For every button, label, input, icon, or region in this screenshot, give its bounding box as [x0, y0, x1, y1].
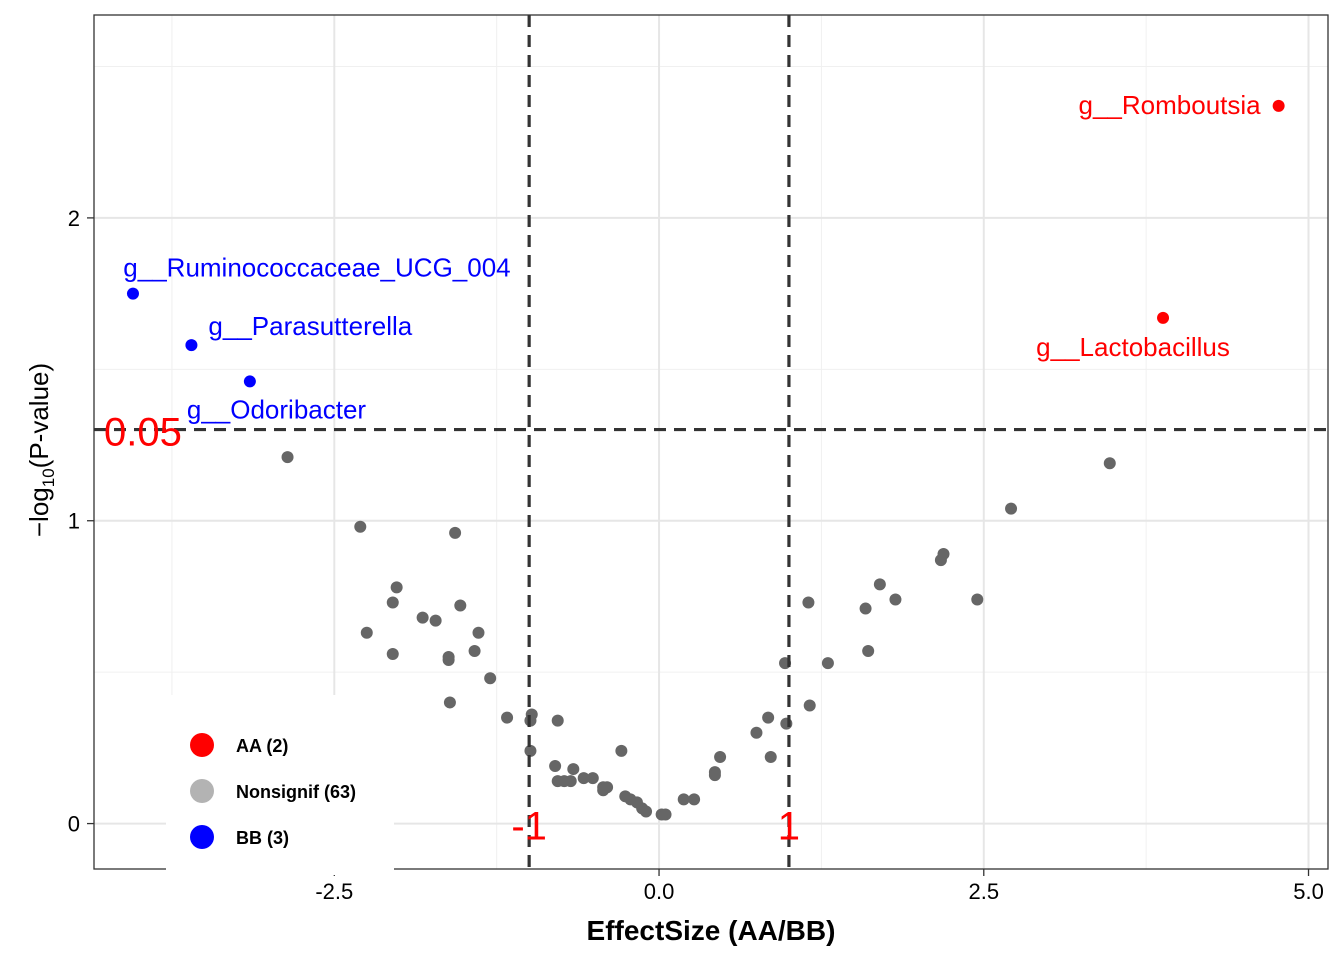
x-axis-title: EffectSize (AA/BB) — [587, 915, 836, 946]
legend-label: BB (3) — [236, 828, 289, 848]
data-point — [688, 793, 701, 806]
data-point — [615, 744, 628, 757]
data-point — [1157, 311, 1170, 324]
data-point — [185, 339, 198, 352]
y-tick-label: 1 — [68, 509, 80, 534]
data-point — [714, 750, 727, 763]
legend-swatch — [190, 733, 214, 757]
point-label: g__Lactobacillus — [1036, 332, 1230, 362]
point-label: g__Romboutsia — [1079, 90, 1262, 120]
threshold-lines: -1 1 0.05 — [94, 15, 1328, 869]
data-point — [821, 657, 834, 670]
data-point — [386, 647, 399, 660]
data-point — [889, 593, 902, 606]
data-point — [859, 602, 872, 615]
data-point — [1103, 457, 1116, 470]
data-point — [873, 578, 886, 591]
data-point — [429, 614, 442, 627]
y-axis-title-main: −log — [24, 487, 54, 537]
data-point — [390, 581, 403, 594]
data-point — [449, 526, 462, 539]
legend-label: Nonsignif (63) — [236, 782, 356, 802]
point-label: g__Ruminococcaceae_UCG_004 — [123, 253, 510, 283]
data-point — [762, 711, 775, 724]
data-point — [862, 644, 875, 657]
y-tick-label: 0 — [68, 812, 80, 837]
x-tick-label: 2.5 — [968, 879, 999, 904]
data-point — [524, 744, 537, 757]
data-point — [640, 805, 653, 818]
data-point — [501, 711, 514, 724]
data-point — [354, 520, 367, 533]
data-point — [484, 672, 497, 685]
data-point — [472, 626, 485, 639]
data-point — [454, 599, 467, 612]
data-point — [971, 593, 984, 606]
x-tick-label: 0.0 — [644, 879, 675, 904]
data-point — [549, 760, 562, 773]
data-point — [468, 644, 481, 657]
data-point — [386, 596, 399, 609]
data-point — [551, 714, 564, 727]
data-point — [764, 750, 777, 763]
data-point — [442, 654, 455, 667]
threshold-label: -1 — [511, 805, 547, 849]
data-point — [780, 717, 793, 730]
data-point — [1272, 99, 1285, 112]
y-axis-title-rest: (P-value) — [24, 363, 54, 468]
data-point — [601, 781, 614, 794]
data-point — [564, 775, 577, 788]
minor-gridlines — [94, 15, 1328, 869]
data-points — [126, 99, 1285, 821]
data-point — [586, 772, 599, 785]
point-labels: g__Romboutsia g__Lactobacillus g__Ruminoco… — [123, 90, 1261, 425]
x-tick-label: 5.0 — [1293, 879, 1324, 904]
threshold-label: 0.05 — [104, 411, 182, 455]
y-axis-title: −log10(P-value) — [24, 363, 58, 537]
data-point — [803, 699, 816, 712]
x-tick-label: -2.5 — [315, 879, 353, 904]
data-point — [802, 596, 815, 609]
data-point — [677, 793, 690, 806]
data-point — [126, 287, 139, 300]
data-point — [567, 763, 580, 776]
threshold-label: 1 — [778, 805, 800, 849]
data-point — [750, 726, 763, 739]
data-point — [243, 375, 256, 388]
point-label: g__Odoribacter — [187, 394, 367, 424]
data-point — [708, 769, 721, 782]
data-point — [577, 772, 590, 785]
axes: -2.5 0.0 2.5 5.0 0 1 2 — [68, 206, 1324, 904]
y-axis-title-subscript: 10 — [39, 468, 58, 487]
data-point — [281, 451, 294, 464]
legend-label: AA (2) — [236, 736, 288, 756]
data-point — [360, 626, 373, 639]
point-label: g__Parasutterella — [208, 311, 412, 341]
plot-border — [93, 14, 1329, 870]
data-point — [1005, 502, 1018, 515]
legend-swatch — [190, 779, 214, 803]
legend: AA (2) Nonsignif (63) BB (3) — [166, 695, 394, 875]
data-point — [416, 611, 429, 624]
y-tick-label: 2 — [68, 206, 80, 231]
data-point — [937, 548, 950, 561]
legend-swatch — [190, 825, 214, 849]
data-point — [443, 696, 456, 709]
data-point — [659, 808, 672, 821]
